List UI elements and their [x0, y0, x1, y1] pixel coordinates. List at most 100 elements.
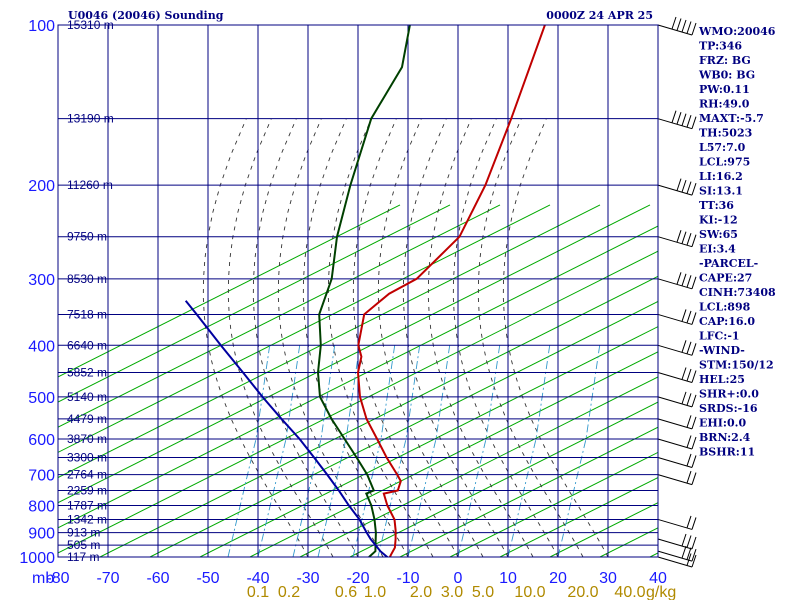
moist-adiabat-line: [252, 118, 359, 557]
wind-barb-shaft: [657, 396, 693, 408]
pressure-tick-label: 1000: [19, 550, 55, 567]
index-entry: TT:36: [699, 199, 734, 212]
index-entry: PW:0.11: [699, 83, 750, 96]
moist-adiabat-line: [277, 118, 384, 557]
wind-barb-flag: [676, 178, 682, 191]
wind-barb-flag: [676, 230, 682, 243]
wind-barb-shaft: [657, 438, 693, 450]
index-entry: BSHR:11: [699, 446, 755, 459]
pressure-tick-label: 500: [28, 390, 55, 407]
height-label: 2259 m: [67, 484, 107, 498]
temperature-tick-label: 0: [454, 570, 463, 587]
wind-barb-flag: [691, 234, 697, 247]
mixing-ratio-tick-label: 2.0: [410, 584, 432, 600]
height-label: 1787 m: [67, 498, 107, 512]
wind-barb-flag: [686, 310, 692, 324]
dry-adiabat-line: [58, 204, 651, 504]
height-label: 2764 m: [67, 468, 107, 482]
wind-barb-shaft: [657, 556, 693, 568]
wind-barb: [657, 515, 697, 530]
mixing-ratio-tick-label: 40.0: [614, 584, 645, 600]
dry-adiabat-line: [58, 250, 658, 554]
index-entry: RH:49.0: [699, 98, 750, 111]
wind-barb-flag: [671, 110, 677, 123]
dry-adiabat-line: [199, 326, 658, 557]
index-entry: LFC:-1: [699, 330, 740, 343]
wind-barb: [657, 553, 697, 568]
height-label: 7518 m: [67, 307, 107, 321]
index-entry: LI:16.2: [699, 170, 743, 183]
dry-adiabat-line: [399, 426, 658, 557]
index-entry: -PARCEL-: [699, 257, 758, 270]
height-label: 3300 m: [67, 451, 107, 465]
wind-barb: [657, 453, 697, 468]
index-entry: SHR+:0.0: [699, 388, 759, 401]
index-entry: FRZ: BG: [699, 54, 751, 67]
wind-barb-flag: [686, 21, 692, 34]
height-label: 5140 m: [67, 390, 107, 404]
index-entry: MAXT:-5.7: [699, 112, 764, 125]
wind-barb-flag: [681, 179, 687, 193]
dry-adiabat-line: [99, 275, 658, 557]
wind-barb-flag: [691, 416, 697, 430]
mixing-ratio-tick-label: 0.2: [278, 584, 300, 600]
temperature-tick-label: -60: [146, 570, 169, 587]
wind-barb-flag: [681, 533, 687, 547]
wind-barb-flag: [686, 415, 692, 428]
wind-barb-flag: [676, 272, 682, 285]
mixing-ratio-tick-label: 10.0: [514, 584, 545, 600]
index-entry: L57:7.0: [699, 141, 746, 154]
wind-barb-shaft: [657, 24, 693, 36]
height-label: 8530 m: [67, 272, 107, 286]
sounding-traces: [184, 25, 546, 557]
wind-barb-flag: [686, 535, 692, 548]
temperature-tick-label: -30: [296, 570, 319, 587]
wind-barb-flag: [681, 273, 687, 286]
dry-adiabat-line: [58, 204, 501, 428]
index-entry: CAPE:27: [699, 272, 752, 285]
wind-barb-flag: [671, 16, 677, 30]
height-label: 11260 m: [67, 178, 113, 192]
temperature-tick-label: -50: [196, 570, 219, 587]
pressure-tick-label: 800: [28, 498, 55, 515]
temperature-tick-label: 10: [499, 570, 517, 587]
moist-adiabat-line: [327, 118, 434, 557]
wind-barb-flag: [686, 515, 692, 529]
mixing-ratio-tick-label: 5.0: [472, 584, 494, 600]
wind-barb: [657, 545, 697, 562]
index-entry: WB0: BG: [698, 69, 755, 82]
height-label: 913 m: [67, 526, 100, 540]
pressure-tick-label: 200: [28, 178, 55, 195]
index-entry: CINH:73408: [699, 286, 776, 299]
index-entry: LCL:975: [699, 156, 750, 169]
index-entry: TP:346: [699, 40, 742, 53]
wind-barb-shaft: [657, 184, 693, 196]
height-label: 13190 m: [67, 112, 114, 126]
height-label: 5852 m: [67, 366, 107, 380]
wind-barb-flag: [686, 275, 692, 288]
isobars: [58, 25, 658, 557]
wind-barb: [657, 415, 697, 430]
temperature-tick-label: 40: [649, 570, 667, 587]
temperature-tick-label: -10: [396, 570, 419, 587]
index-entry: HEL:25: [699, 373, 745, 386]
sounding-time: 0000Z 24 APR 25: [546, 9, 653, 22]
wind-barb-flag: [686, 115, 692, 128]
wind-barb: [657, 367, 697, 383]
temperature-tick-label: -40: [246, 570, 269, 587]
wind-barb-flag: [691, 436, 697, 450]
wind-barb-flag: [686, 393, 692, 406]
moist-adiabat-line: [377, 118, 484, 557]
wind-barb-flag: [676, 18, 682, 31]
wind-barb: [657, 391, 697, 408]
wind-barb-flag: [681, 113, 687, 126]
temperature-tick-labels: -80 -70 -60 -50 -40 -30 -20 -10 0 10 20 30 40: [46, 570, 667, 587]
index-entry: EHI:0.0: [699, 417, 746, 430]
mixing-ratio-tick-label: 0.1: [247, 584, 269, 600]
dry-adiabat-line: [299, 376, 658, 557]
moist-adiabat-line: [202, 118, 309, 557]
height-label: 9750 m: [67, 230, 107, 244]
wind-barb: [657, 435, 697, 450]
